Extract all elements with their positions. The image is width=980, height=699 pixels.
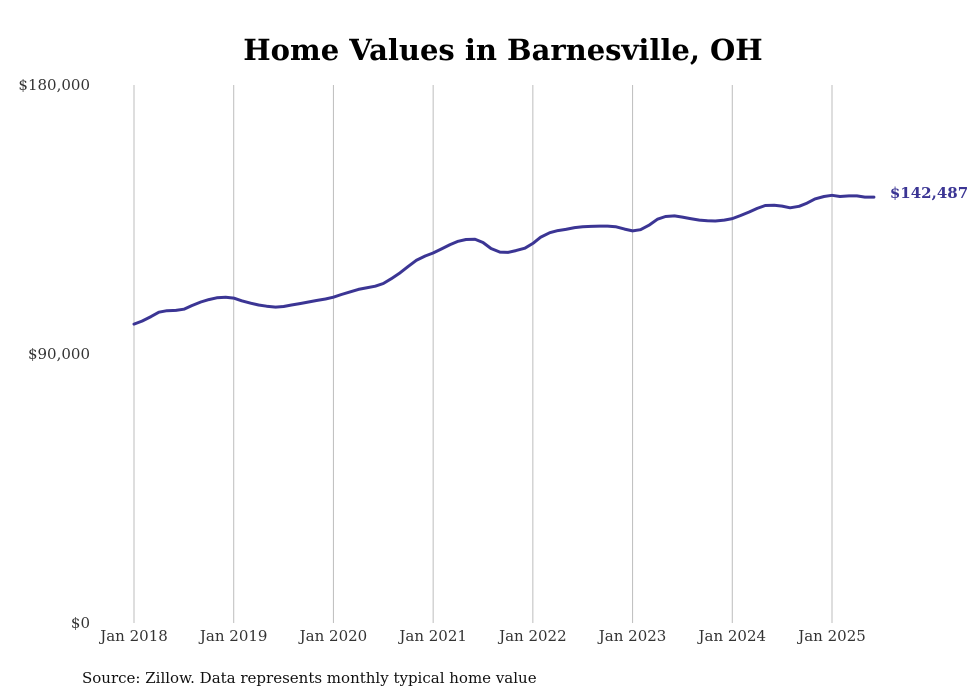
y-tick-label: $90,000 bbox=[28, 345, 90, 363]
x-tick-label: Jan 2022 bbox=[497, 627, 567, 645]
x-tick-label: Jan 2021 bbox=[397, 627, 467, 645]
x-axis-ticks: Jan 2018 Jan 2019 Jan 2020 Jan 2021 Jan 2022… bbox=[98, 627, 866, 645]
x-tick-label: Jan 2019 bbox=[198, 627, 268, 645]
x-tick-label: Jan 2024 bbox=[697, 627, 767, 645]
y-axis-ticks: $0 $90,000 $180,000 bbox=[18, 76, 90, 632]
y-tick-label: $180,000 bbox=[18, 76, 90, 94]
series-layer: $142,487 bbox=[132, 184, 968, 326]
source-note: Source: Zillow. Data represents monthly … bbox=[82, 669, 537, 687]
vertical-gridlines bbox=[133, 85, 833, 623]
series-line-0 bbox=[132, 193, 876, 326]
y-tick-label: $0 bbox=[71, 614, 90, 632]
x-tick-label: Jan 2023 bbox=[597, 627, 667, 645]
chart-title: Home Values in Barnesville, OH bbox=[243, 33, 762, 67]
end-value-label: $142,487 bbox=[890, 184, 968, 202]
x-tick-label: Jan 2018 bbox=[98, 627, 168, 645]
x-tick-label: Jan 2025 bbox=[796, 627, 866, 645]
x-tick-label: Jan 2020 bbox=[298, 627, 368, 645]
